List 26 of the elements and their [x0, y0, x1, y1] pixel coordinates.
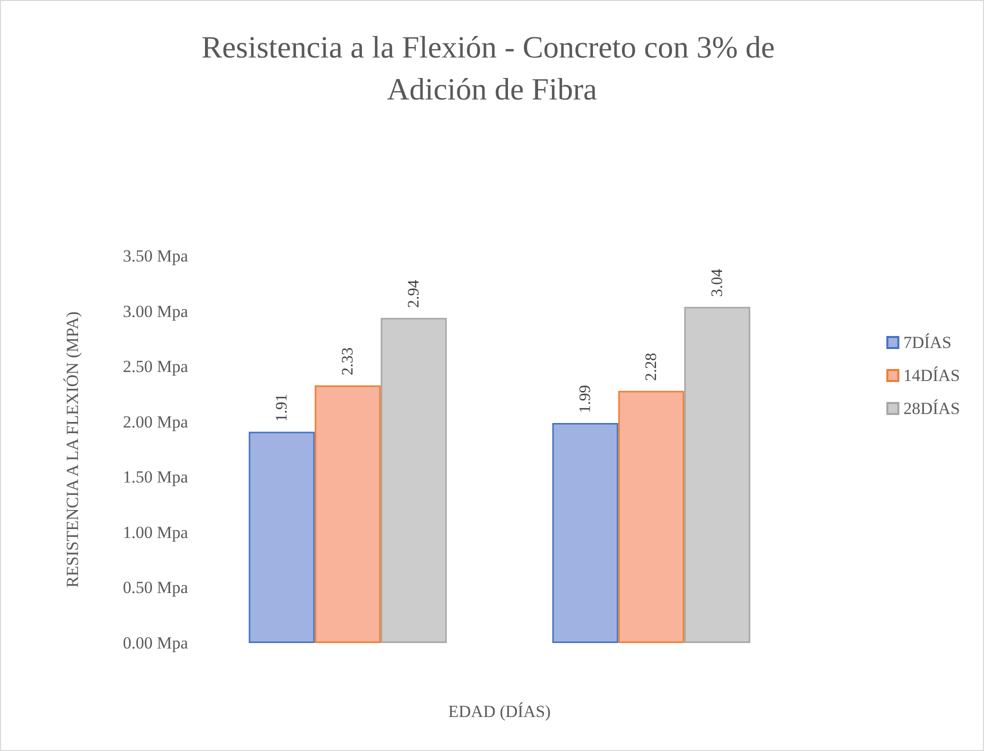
bar [314, 385, 381, 643]
bar [618, 390, 684, 643]
bar [552, 422, 618, 643]
x-axis-title: EDAD (DÍAS) [448, 702, 551, 721]
data-label: 2.94 [405, 280, 422, 308]
y-tick-label: 2.00 Mpa [122, 412, 188, 432]
y-tick-label: 1.00 Mpa [122, 522, 188, 542]
data-label: 1.99 [576, 384, 594, 413]
chart-title: Resistencia a la Flexión - Concreto con 3% de Adición de Fibra [201, 30, 783, 106]
legend-label: 7DÍAS [903, 333, 952, 352]
bar [248, 432, 315, 643]
y-axis-title: RESISTENCIA A LA FLEXIÓN (MPA) [63, 311, 82, 588]
data-label: 2.33 [339, 347, 356, 376]
legend-label: 28DÍAS [903, 399, 960, 418]
bar [380, 318, 447, 643]
y-tick-label: 2.50 Mpa [122, 357, 188, 376]
data-label: 3.04 [708, 268, 726, 297]
y-tick-label: 3.00 Mpa [122, 302, 188, 321]
data-label: 2.28 [642, 352, 660, 381]
y-tick-label: 1.50 Mpa [122, 468, 188, 487]
data-label: 1.91 [273, 394, 290, 422]
legend-label: 14DÍAS [903, 366, 960, 385]
y-tick-label: 0.00 Mpa [122, 634, 188, 652]
bar [684, 306, 750, 643]
y-tick-label: 3.50 Mpa [122, 246, 188, 266]
y-tick-label: 0.50 Mpa [122, 578, 188, 598]
